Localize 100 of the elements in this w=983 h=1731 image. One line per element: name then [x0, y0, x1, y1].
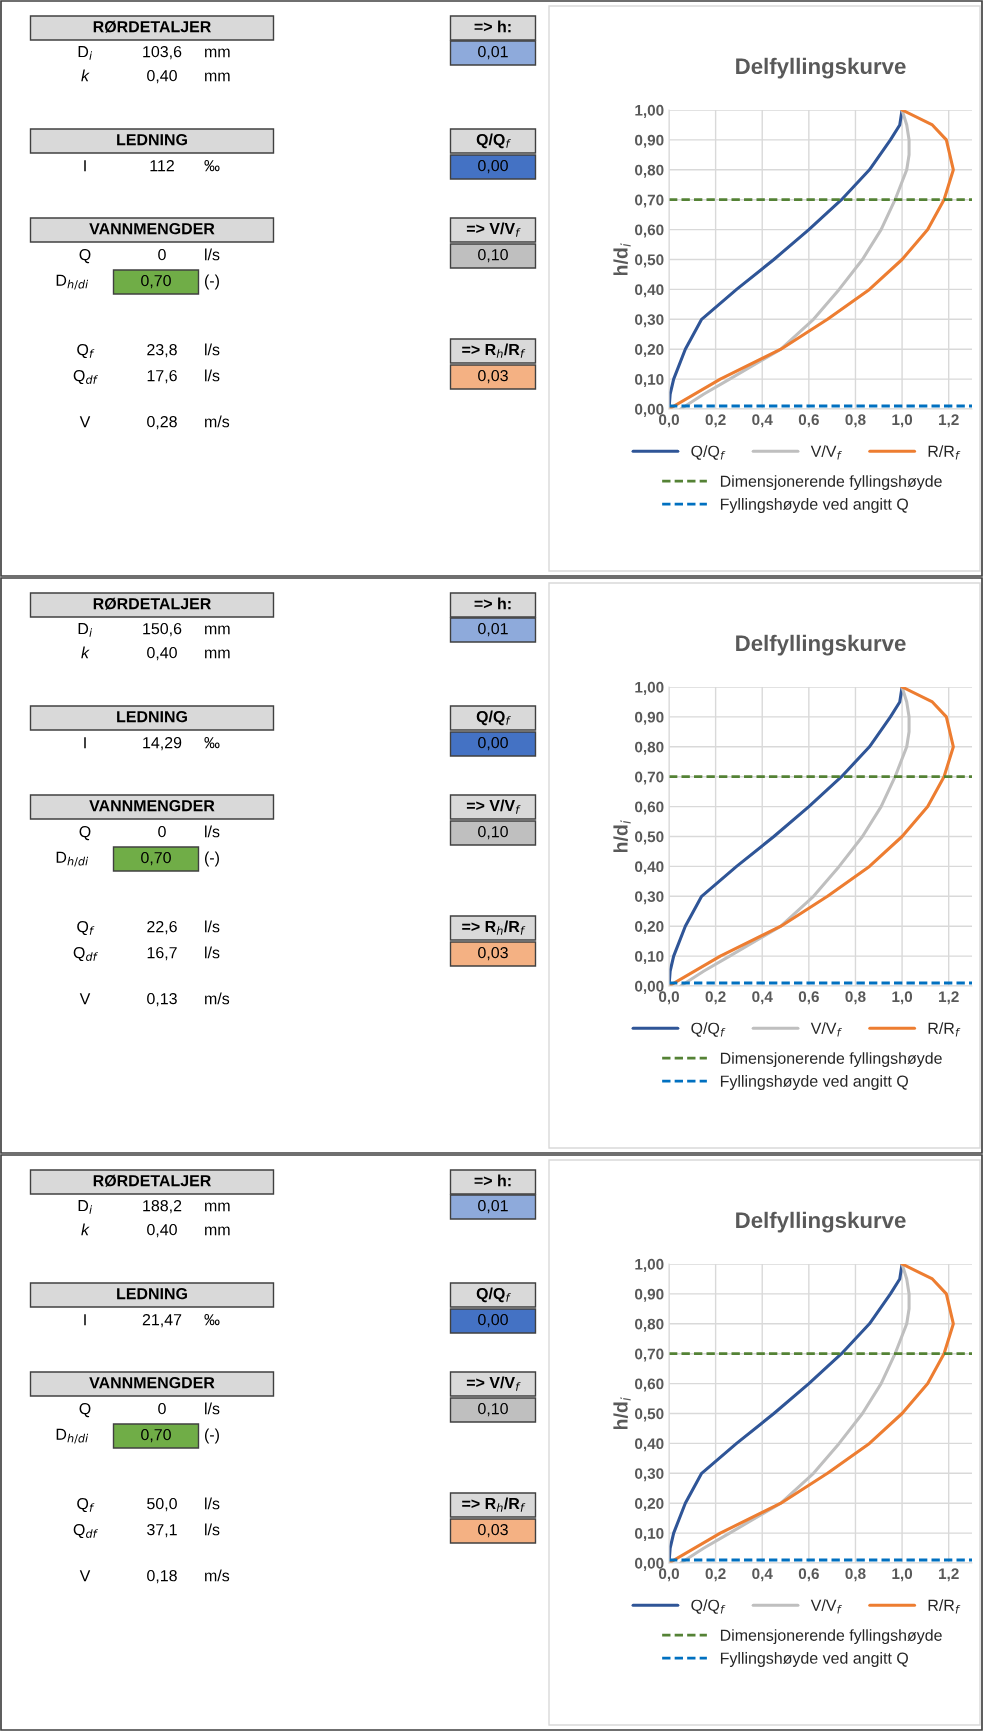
text: 0,40 — [147, 1223, 177, 1238]
text: mm — [205, 72, 230, 82]
y-tick-label: 0,30 — [635, 1468, 664, 1482]
text: V — [79, 1570, 91, 1582]
x-tick-label: 0,2 — [705, 1568, 726, 1582]
y-tick-label: 0,80 — [635, 1318, 664, 1332]
y-tick-label: 0,80 — [635, 164, 664, 178]
text: 188,2 — [143, 1199, 182, 1214]
legend-label: Q/Q$_{f}$ — [691, 445, 726, 460]
y-tick-label: 0,20 — [635, 344, 664, 358]
text: 0,40 — [147, 69, 177, 84]
text: ‰ — [204, 160, 220, 172]
text: => R$_{h}$/R$_{f}$ — [462, 920, 526, 935]
chart-title: Delfyllingskurve — [736, 57, 906, 79]
text: LEDNING — [117, 1287, 187, 1300]
x-tick-label: 1,0 — [892, 1568, 913, 1582]
text: l/s — [205, 946, 220, 959]
x-tick-label: 0,2 — [705, 991, 726, 1005]
y-tick-label: 1,00 — [635, 681, 664, 695]
x-tick-label: 0,6 — [798, 991, 819, 1005]
text: => V/V$_{f}$ — [466, 222, 521, 237]
text: 103,6 — [143, 45, 182, 60]
text: I — [84, 1314, 86, 1326]
text: 21,47 — [142, 1313, 182, 1328]
text: 16,7 — [147, 946, 177, 961]
y-tick-label: 0,70 — [635, 771, 664, 785]
x-tick-label: 0,8 — [845, 1568, 866, 1582]
x-tick-label: 0,4 — [752, 414, 773, 428]
text: VANNMENGDER — [89, 222, 215, 235]
text: 0 — [158, 1402, 166, 1415]
text: I — [84, 737, 86, 749]
x-tick-label: 0,6 — [798, 1568, 819, 1582]
text: mm — [205, 1226, 230, 1236]
text: k — [81, 69, 90, 82]
text: D$_{h/di}$ — [56, 851, 89, 867]
x-tick-label: 0,4 — [752, 991, 773, 1005]
text: => V/V$_{f}$ — [466, 799, 521, 814]
y-tick-label: 0,50 — [635, 831, 664, 845]
text: l/s — [205, 920, 220, 933]
text: VANNMENGDER — [89, 799, 215, 812]
text: 0 — [158, 825, 166, 838]
text: 0,28 — [147, 415, 177, 430]
text: 0,10 — [478, 825, 508, 840]
x-tick-label: 1,2 — [939, 991, 959, 1005]
text: 0,01 — [478, 622, 508, 637]
y-tick-label: 1,00 — [635, 104, 664, 118]
text: => V/V$_{f}$ — [466, 1376, 521, 1391]
legend-label: R/R$_{f}$ — [928, 1599, 961, 1614]
text: k — [81, 1223, 90, 1236]
text: mm — [205, 1202, 230, 1212]
x-tick-label: 1,2 — [939, 1568, 959, 1582]
text: 0,00 — [478, 1313, 508, 1328]
y-tick-label: 0,50 — [635, 1408, 664, 1422]
text: Q$_{df}$ — [73, 1523, 98, 1539]
text: l/s — [205, 1497, 220, 1510]
x-tick-label: 0,4 — [752, 1568, 773, 1582]
legend-label: V/V$_{f}$ — [810, 1599, 842, 1614]
text: Q$_{f}$ — [77, 1497, 95, 1513]
legend-label: Dimensjonerende fyllingshøyde — [720, 475, 942, 491]
text: l/s — [205, 369, 220, 382]
y-tick-label: 0,70 — [635, 1348, 664, 1362]
y-tick-label: 0,70 — [635, 194, 664, 208]
text: 0,70 — [141, 274, 171, 289]
y-tick-label: 0,40 — [635, 284, 664, 298]
text: 0,01 — [478, 1199, 508, 1214]
text: (-) — [204, 851, 219, 867]
text: => h: — [474, 597, 511, 610]
text: ‰ — [204, 1314, 220, 1326]
text: V — [79, 416, 91, 428]
text: => h: — [474, 1174, 511, 1187]
text: (-) — [204, 1428, 219, 1444]
legend-label: Q/Q$_{f}$ — [691, 1599, 726, 1614]
text: m/s — [205, 415, 230, 428]
chart-title: Delfyllingskurve — [736, 634, 906, 656]
text: 17,6 — [147, 369, 177, 384]
text: => h: — [474, 20, 511, 33]
y-axis-title: h/d$_{i}$ — [613, 1397, 631, 1430]
text: 50,0 — [147, 1497, 177, 1512]
text: 150,6 — [143, 622, 182, 637]
legend-label: R/R$_{f}$ — [928, 445, 961, 460]
text: 0,18 — [147, 1569, 177, 1584]
text: LEDNING — [117, 710, 187, 723]
y-tick-label: 0,30 — [635, 314, 664, 328]
legend-label: Dimensjonerende fyllingshøyde — [720, 1052, 942, 1068]
text: l/s — [205, 825, 220, 838]
x-tick-label: 0,8 — [845, 991, 866, 1005]
text: Q$_{f}$ — [77, 920, 95, 936]
text: Q/Q$_{f}$ — [476, 710, 511, 726]
text: m/s — [205, 1569, 230, 1582]
y-tick-label: 0,60 — [635, 801, 664, 815]
y-tick-label: 0,60 — [635, 1378, 664, 1392]
text: D$_{h/di}$ — [56, 1428, 89, 1444]
text: I — [84, 160, 86, 172]
text: => R$_{h}$/R$_{f}$ — [462, 343, 526, 358]
y-tick-label: 0,10 — [635, 373, 664, 387]
text: 23,8 — [147, 343, 177, 358]
text: m/s — [205, 992, 230, 1005]
text: 37,1 — [147, 1523, 177, 1538]
text: 0,00 — [478, 159, 508, 174]
y-tick-label: 0,10 — [635, 950, 664, 964]
